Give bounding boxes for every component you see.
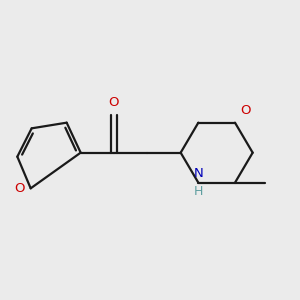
Text: O: O bbox=[109, 96, 119, 109]
Text: H: H bbox=[194, 185, 203, 198]
Text: N: N bbox=[194, 167, 203, 180]
Text: O: O bbox=[14, 182, 25, 195]
Text: O: O bbox=[240, 104, 250, 117]
